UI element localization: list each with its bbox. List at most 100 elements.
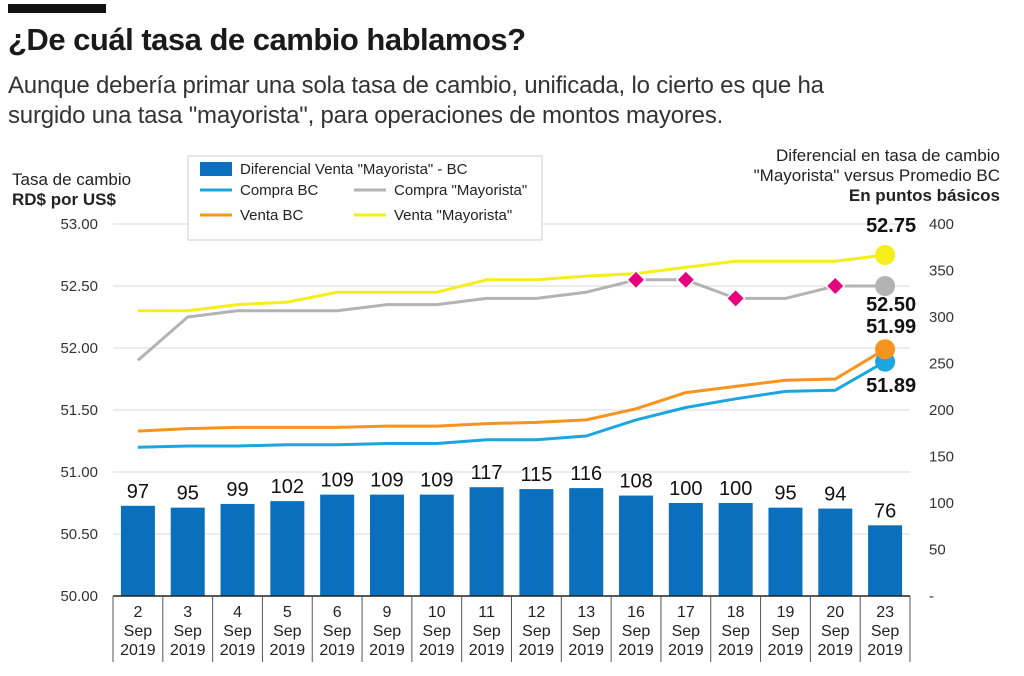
right-tick-label: 350 [929, 263, 954, 280]
x-tick-label: Sep [273, 623, 302, 640]
x-tick-label: Sep [522, 623, 551, 640]
bar [519, 489, 554, 596]
x-tick-label: 17 [677, 604, 695, 621]
bar-value-label: 76 [874, 500, 896, 522]
left-tick-label: 50.00 [60, 588, 98, 605]
left-tick-label: 50.50 [60, 526, 98, 543]
end-label-compra-bc: 51.89 [866, 375, 916, 397]
right-tick-label: 400 [929, 216, 954, 233]
left-tick-label: 53.00 [60, 216, 98, 233]
end-label-compra-mayorista: 52.50 [866, 294, 916, 316]
bar-value-label: 97 [127, 481, 149, 503]
diamond-marker [825, 275, 846, 297]
bar [469, 487, 504, 596]
x-tick-label: 2019 [817, 642, 853, 659]
end-point-marker [875, 339, 896, 360]
x-tick-label: 4 [233, 604, 242, 621]
bar-value-label: 94 [824, 484, 846, 506]
bar [320, 494, 355, 596]
legend-label: Compra "Mayorista" [394, 182, 527, 199]
diamond-marker [725, 288, 746, 309]
bar-value-label: 100 [719, 478, 752, 500]
x-tick-label: 16 [627, 604, 645, 621]
series-line [137, 360, 886, 449]
bar-value-label: 109 [370, 470, 403, 492]
bar [419, 494, 454, 596]
bar [818, 508, 853, 596]
right-tick-label: 150 [929, 449, 954, 466]
bar [170, 507, 205, 596]
x-tick-label: Sep [721, 623, 750, 640]
x-tick-label: Sep [423, 623, 452, 640]
x-tick-label: 2019 [618, 642, 654, 659]
bar [619, 495, 654, 596]
bar-value-label: 116 [570, 463, 602, 485]
end-label-venta-mayorista: 52.75 [866, 215, 916, 237]
diamond-marker [625, 269, 647, 290]
right-tick-label: 250 [929, 356, 954, 373]
x-tick-label: 2019 [568, 642, 604, 659]
bar-value-label: 109 [420, 470, 453, 492]
x-tick-label: Sep [323, 623, 352, 640]
x-tick-label: Sep [771, 623, 800, 640]
x-tick-label: Sep [173, 623, 202, 640]
legend-label: Venta BC [240, 207, 304, 224]
series-line [137, 253, 886, 313]
x-tick-label: 2019 [170, 642, 206, 659]
x-tick-label: 23 [876, 604, 894, 621]
bar [369, 494, 404, 596]
page-subtitle: Aunque debería primar una sola tasa de c… [8, 72, 824, 129]
x-tick-label: 10 [428, 604, 446, 621]
left-axis-title: Tasa de cambio [12, 170, 132, 189]
x-tick-label: 9 [383, 604, 392, 621]
bar [668, 503, 703, 596]
bar [270, 501, 305, 596]
series-line [137, 347, 886, 433]
left-axis-label: Tasa de cambio RD$ por US$ [12, 170, 131, 210]
x-tick-label: 2019 [220, 642, 256, 659]
legend-label: Compra BC [240, 182, 319, 199]
x-tick-label: Sep [472, 623, 501, 640]
right-tick-label: 200 [929, 402, 954, 419]
right-axis-label: Diferencial en tasa de cambio "Mayorista… [740, 146, 1000, 206]
x-tick-label: 2019 [419, 642, 455, 659]
x-tick-label: Sep [124, 623, 153, 640]
bar [768, 507, 803, 596]
bar [868, 525, 903, 596]
x-tick-label: 18 [727, 604, 745, 621]
x-tick-label: 2019 [319, 642, 355, 659]
bar-value-label: 100 [669, 478, 702, 500]
diamond-marker [675, 269, 696, 290]
x-tick-label: 5 [283, 604, 292, 621]
bar-value-label: 108 [619, 471, 652, 493]
x-tick-label: Sep [622, 623, 651, 640]
right-tick-label: 50 [929, 542, 946, 559]
bar [120, 505, 155, 596]
left-tick-label: 51.00 [60, 464, 98, 481]
bar-value-label: 115 [520, 464, 552, 486]
x-tick-label: 12 [528, 604, 546, 621]
x-tick-label: 2019 [867, 642, 903, 659]
header-accent-bar [8, 4, 106, 13]
x-tick-label: 6 [333, 604, 342, 621]
x-tick-label: 2019 [768, 642, 804, 659]
right-axis-title: Diferencial en tasa de cambio "Mayorista… [753, 146, 1000, 185]
x-tick-label: 2019 [120, 642, 156, 659]
page-title: ¿De cuál tasa de cambio hablamos? [8, 22, 526, 57]
legend-label-bar: Diferencial Venta "Mayorista" - BC [240, 161, 468, 178]
x-tick-label: 2019 [519, 642, 555, 659]
x-tick-label: Sep [572, 623, 601, 640]
right-tick-label: 300 [929, 309, 954, 326]
legend: Diferencial Venta "Mayorista" - BC Compra… [187, 155, 543, 241]
x-tick-label: Sep [672, 623, 701, 640]
end-point-marker [875, 276, 896, 296]
end-point-marker [875, 245, 896, 265]
x-tick-label: 2019 [369, 642, 405, 659]
bar [718, 503, 753, 596]
x-tick-label: Sep [871, 623, 900, 640]
right-tick-label: - [929, 588, 934, 605]
x-tick-label: Sep [821, 623, 850, 640]
x-tick-label: 2019 [469, 642, 505, 659]
x-tick-label: 2019 [668, 642, 704, 659]
